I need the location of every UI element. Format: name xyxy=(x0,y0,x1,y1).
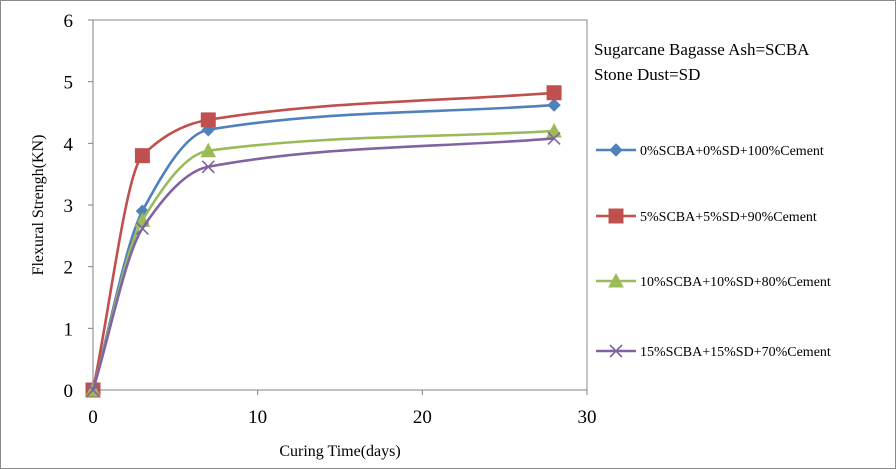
data-point-stroke-b xyxy=(135,221,149,235)
annotations: Sugarcane Bagasse Ash=SCBA Stone Dust=SD xyxy=(594,40,810,84)
data-point-stroke-b xyxy=(86,383,100,397)
series-line-3 xyxy=(91,129,555,391)
data-point xyxy=(200,112,216,128)
legend-label: 0%SCBA+0%SD+100%Cement xyxy=(640,144,824,159)
legend-marker-stroke-b xyxy=(609,344,623,358)
y-tick-label: 5 xyxy=(64,73,74,94)
legend: 0%SCBA+0%SD+100%Cement 5%SCBA+5%SD+90%Cem… xyxy=(596,143,831,360)
series-layer xyxy=(85,85,562,398)
series-3 xyxy=(85,122,562,397)
data-point-stroke-b xyxy=(547,131,561,145)
x-tick-label: 0 xyxy=(88,407,98,428)
x-tick-label: 20 xyxy=(413,407,432,428)
legend-marker xyxy=(608,208,624,224)
data-point xyxy=(546,85,562,101)
y-tick-label: 6 xyxy=(64,11,74,32)
legend-marker xyxy=(608,272,624,288)
x-tick-label: 10 xyxy=(248,407,267,428)
y-axis-label: Flexural Strengh(KN) xyxy=(30,135,47,276)
x-axis-label: Curing Time(days) xyxy=(279,443,400,460)
y-tick-label: 3 xyxy=(64,196,74,217)
data-point xyxy=(547,131,561,145)
data-point xyxy=(201,160,215,174)
data-point xyxy=(547,98,561,112)
axes: 0 1 2 3 4 5 6 0 10 20 30 Curing Time(days) Flexural … xyxy=(30,11,597,460)
data-point xyxy=(135,221,149,235)
series-4 xyxy=(86,131,561,397)
legend-marker xyxy=(609,143,623,157)
legend-entry-3: 10%SCBA+10%SD+80%Cement xyxy=(596,272,831,290)
legend-label: 15%SCBA+15%SD+70%Cement xyxy=(640,345,831,360)
legend-label: 5%SCBA+5%SD+90%Cement xyxy=(640,210,817,225)
series-line-1 xyxy=(91,103,555,391)
y-tick-label: 0 xyxy=(64,381,74,402)
annotation-1: Sugarcane Bagasse Ash=SCBA xyxy=(594,40,810,59)
legend-entry-1: 0%SCBA+0%SD+100%Cement xyxy=(596,143,824,159)
plot-area xyxy=(92,19,588,391)
x-tick-label: 30 xyxy=(578,407,597,428)
data-point xyxy=(86,383,100,397)
data-point xyxy=(546,122,562,138)
legend-entry-2: 5%SCBA+5%SD+90%Cement xyxy=(596,208,817,225)
legend-entry-4: 15%SCBA+15%SD+70%Cement xyxy=(596,344,831,360)
y-tick-label: 2 xyxy=(64,258,74,279)
data-point xyxy=(134,148,150,164)
series-2 xyxy=(85,85,562,398)
legend-label: 10%SCBA+10%SD+80%Cement xyxy=(640,275,831,290)
y-tick-label: 1 xyxy=(64,319,74,340)
series-line-4 xyxy=(91,137,555,391)
data-point-stroke-b xyxy=(201,160,215,174)
annotation-2: Stone Dust=SD xyxy=(594,65,700,84)
y-tick-label: 4 xyxy=(64,134,74,155)
data-point xyxy=(200,142,217,158)
legend-marker xyxy=(609,344,623,358)
series-line-2 xyxy=(91,91,555,391)
